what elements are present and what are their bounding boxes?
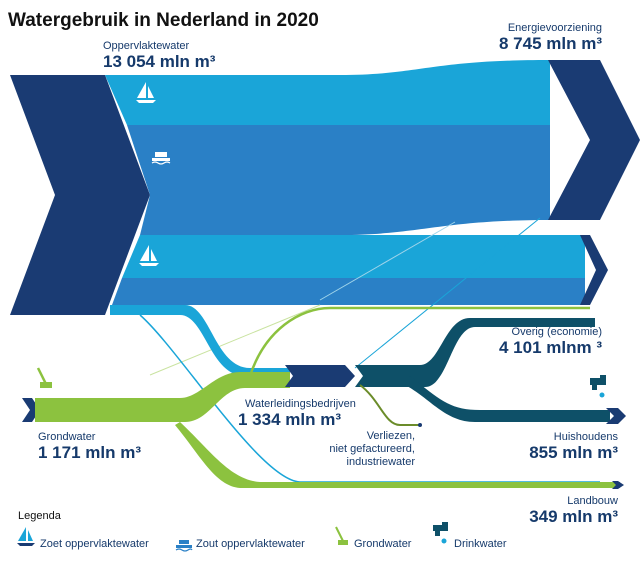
surface-water-label: Oppervlaktewater — [103, 40, 190, 52]
waterbedrijven-value: 1 334 mln m³ — [238, 410, 341, 429]
legend-label: Zout oppervlaktewater — [196, 538, 305, 550]
huishoudens-label: Huishoudens — [553, 431, 618, 443]
groundwater-value: 1 171 mln m³ — [38, 443, 141, 462]
flow-losses — [359, 384, 420, 426]
overig-label: Overig (economie) — [511, 326, 602, 338]
legend-item-fresh-surface: Zoet oppervlaktewater — [40, 538, 149, 550]
flow-fresh-surface-overig — [122, 235, 585, 278]
legend-label: Zoet oppervlaktewater — [40, 538, 149, 550]
huishoudens-value: 855 mln m³ — [529, 443, 618, 462]
waterbedrijven-label: Waterleidingsbedrijven — [245, 398, 356, 410]
energy-value: 8 745 mln m³ — [499, 34, 602, 53]
legend-well-pump-icon — [335, 526, 348, 545]
flow-fresh-surface-energy — [105, 60, 550, 125]
legend-label: Drinkwater — [454, 538, 507, 550]
losses-line-1: Verliezen, — [366, 430, 415, 442]
flow-groundwater-main — [35, 372, 290, 422]
legend-item-drinkwater: Drinkwater — [454, 538, 507, 550]
flow-salt-surface-overig — [112, 278, 585, 305]
flow-surface-to-waterbedrijven — [110, 305, 290, 376]
legend-label: Grondwater — [354, 538, 412, 550]
losses-line-2: niet gefactureerd, — [329, 443, 415, 455]
waterbedrijven-hub — [285, 365, 355, 387]
flow-groundwater-overig — [248, 306, 590, 377]
huishoudens-destination-arrow — [606, 408, 626, 424]
legend-ship-icon — [175, 540, 193, 552]
flow-salt-surface-energy — [127, 125, 550, 235]
waterbedrijven-hub-2 — [355, 365, 412, 387]
energy-destination-arrow — [548, 60, 640, 220]
sailboat-icon — [136, 82, 156, 103]
landbouw-value: 349 mln m³ — [529, 507, 618, 526]
legend-item-groundwater: Grondwater — [354, 538, 411, 550]
legend-item-salt-surface: Zout oppervlaktewater — [196, 538, 305, 550]
surface-water-value: 13 054 mln m³ — [103, 52, 216, 71]
sailboat-icon — [139, 245, 159, 266]
water-tap-icon — [590, 375, 606, 398]
groundwater-label: Grondwater — [38, 431, 96, 443]
flow-drinkwater-huishoudens — [405, 376, 610, 422]
legend-sailboat-icon — [17, 527, 35, 546]
ship-icon — [151, 152, 171, 165]
landbouw-destination-arrow — [612, 481, 624, 489]
overig-destination-arrow — [580, 235, 608, 305]
energy-label: Energievoorziening — [507, 22, 602, 34]
losses-line-3: industriewater — [346, 456, 415, 468]
landbouw-label: Landbouw — [567, 495, 618, 507]
losses-label: Verliezen, niet gefactureerd, industriew… — [329, 430, 415, 469]
legend-title: Legenda — [18, 510, 61, 522]
well-pump-icon — [36, 367, 52, 388]
surface-water-source-arrow — [10, 75, 150, 315]
legend-water-tap-icon — [433, 522, 448, 544]
flow-drinkwater-overig — [405, 318, 595, 387]
overig-value: 4 101 mlnm ³ — [499, 338, 602, 357]
page-title: Watergebruik in Nederland in 2020 — [8, 10, 319, 31]
